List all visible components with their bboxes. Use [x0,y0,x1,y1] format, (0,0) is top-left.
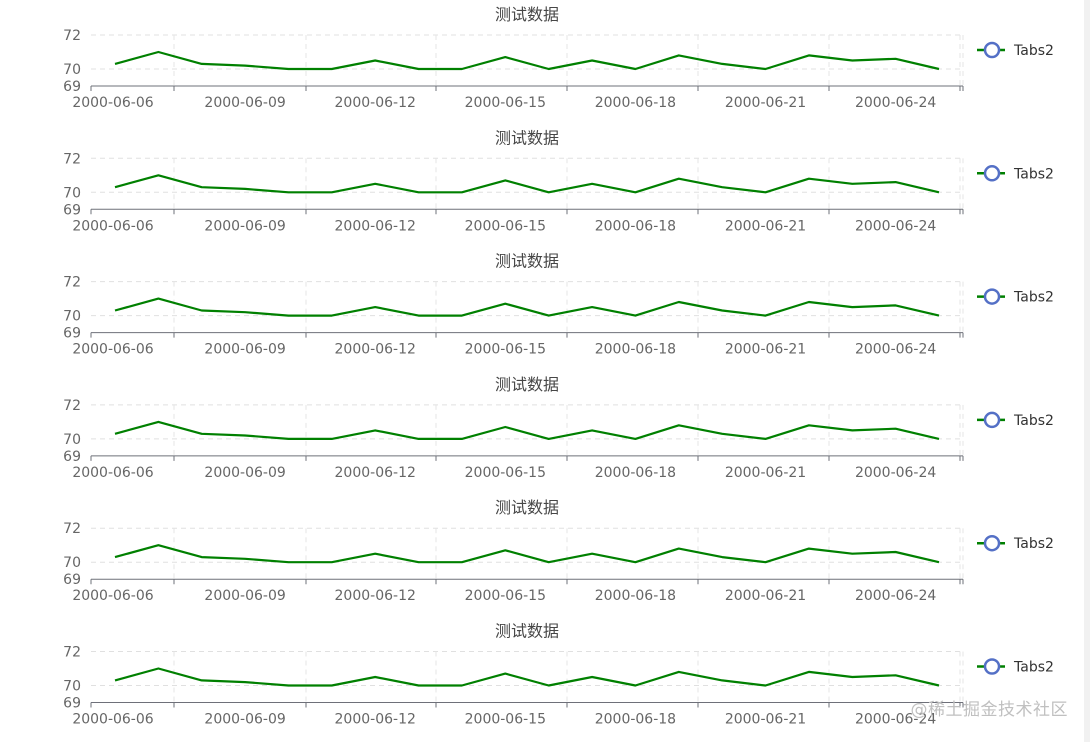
x-tick-label: 2000-06-15 [465,588,546,604]
y-tick-label: 70 [63,555,81,571]
x-tick-label: 2000-06-09 [204,465,285,481]
x-tick-label: 2000-06-09 [204,218,285,234]
y-tick-label: 69 [63,449,81,465]
x-tick-label: 2000-06-09 [204,342,285,358]
x-tick-label: 2000-06-15 [465,95,546,111]
y-tick-label: 70 [63,432,81,448]
y-tick-label: 72 [63,398,81,414]
x-tick-label: 2000-06-12 [335,218,416,234]
y-tick-label: 70 [63,185,81,201]
y-tick-label: 72 [63,28,81,44]
series-line-Tabs2 [114,420,940,440]
y-tick-label: 72 [63,151,81,167]
x-tick-label: 2000-06-15 [465,342,546,358]
x-tick-label: 2000-06-18 [595,218,676,234]
x-tick-label: 2000-06-09 [204,95,285,111]
series-line-Tabs2 [114,544,940,564]
legend-label: Tabs2 [1013,290,1054,306]
x-tick-label: 2000-06-06 [72,465,153,481]
y-tick-label: 72 [63,645,81,661]
x-tick-label: 2000-06-12 [335,95,416,111]
x-tick-label: 2000-06-06 [72,95,153,111]
x-tick-label: 2000-06-12 [335,342,416,358]
x-tick-label: 2000-06-21 [725,342,806,358]
watermark: @稀土掘金技术社区 [910,700,1068,720]
x-tick-label: 2000-06-24 [855,712,936,728]
series-line-Tabs2 [114,174,940,194]
legend-item[interactable]: Tabs2 [977,534,1054,552]
x-tick-label: 2000-06-24 [855,465,936,481]
legend-circle-icon [983,165,1001,182]
x-tick-label: 2000-06-18 [595,588,676,604]
legend-circle-icon [983,411,1001,429]
series-line-Tabs2 [114,667,940,687]
legend-item[interactable]: Tabs2 [977,165,1054,182]
chart-title: 测试数据 [495,5,559,24]
x-tick-label: 2000-06-15 [465,218,546,234]
chart-title: 测试数据 [495,252,559,271]
x-tick-label: 2000-06-24 [855,95,936,111]
x-tick-label: 2000-06-09 [204,712,285,728]
legend-label: Tabs2 [1013,413,1054,429]
x-tick-label: 2000-06-18 [595,342,676,358]
series-line-Tabs2 [114,297,940,317]
legend-item[interactable]: Tabs2 [977,288,1054,306]
x-tick-label: 2000-06-21 [725,465,806,481]
x-tick-label: 2000-06-12 [335,465,416,481]
page-scrollbar[interactable] [1084,0,1090,742]
x-tick-label: 2000-06-21 [725,712,806,728]
chart-title: 测试数据 [495,375,559,394]
legend-label: Tabs2 [1013,660,1054,676]
x-tick-label: 2000-06-06 [72,588,153,604]
x-tick-label: 2000-06-24 [855,342,936,358]
x-tick-label: 2000-06-15 [465,465,546,481]
legend-label: Tabs2 [1013,43,1054,59]
y-tick-label: 70 [63,309,81,325]
x-tick-label: 2000-06-18 [595,465,676,481]
y-tick-label: 69 [63,696,81,712]
series-line-Tabs2 [114,50,940,71]
legend-item[interactable]: Tabs2 [977,658,1054,676]
x-tick-label: 2000-06-24 [855,588,936,604]
x-tick-label: 2000-06-21 [725,588,806,604]
x-tick-label: 2000-06-21 [725,218,806,234]
x-tick-label: 2000-06-12 [335,588,416,604]
y-tick-label: 69 [63,79,81,95]
chart-title: 测试数据 [495,498,559,517]
x-tick-label: 2000-06-18 [595,712,676,728]
legend-label: Tabs2 [1013,536,1054,552]
legend-item[interactable]: Tabs2 [977,411,1054,429]
chart-title: 测试数据 [495,128,559,147]
x-tick-label: 2000-06-12 [335,712,416,728]
legend-item[interactable]: Tabs2 [977,41,1054,59]
legend-circle-icon [983,658,1001,675]
x-tick-label: 2000-06-06 [72,712,153,728]
y-tick-label: 72 [63,275,81,291]
y-tick-label: 72 [63,521,81,537]
x-tick-label: 2000-06-24 [855,218,936,234]
y-tick-label: 70 [63,62,81,78]
legend-circle-icon [983,288,1001,305]
x-tick-label: 2000-06-06 [72,342,153,358]
y-tick-label: 69 [63,326,81,342]
x-tick-label: 2000-06-18 [595,95,676,111]
x-tick-label: 2000-06-09 [204,588,285,604]
legend-circle-icon [983,41,1001,59]
legend-circle-icon [983,534,1001,552]
chart-title: 测试数据 [495,622,559,641]
y-tick-label: 69 [63,202,81,218]
x-tick-label: 2000-06-06 [72,218,153,234]
x-tick-label: 2000-06-21 [725,95,806,111]
legend-label: Tabs2 [1013,166,1054,182]
x-tick-label: 2000-06-15 [465,712,546,728]
y-tick-label: 69 [63,572,81,588]
y-tick-label: 70 [63,679,81,695]
